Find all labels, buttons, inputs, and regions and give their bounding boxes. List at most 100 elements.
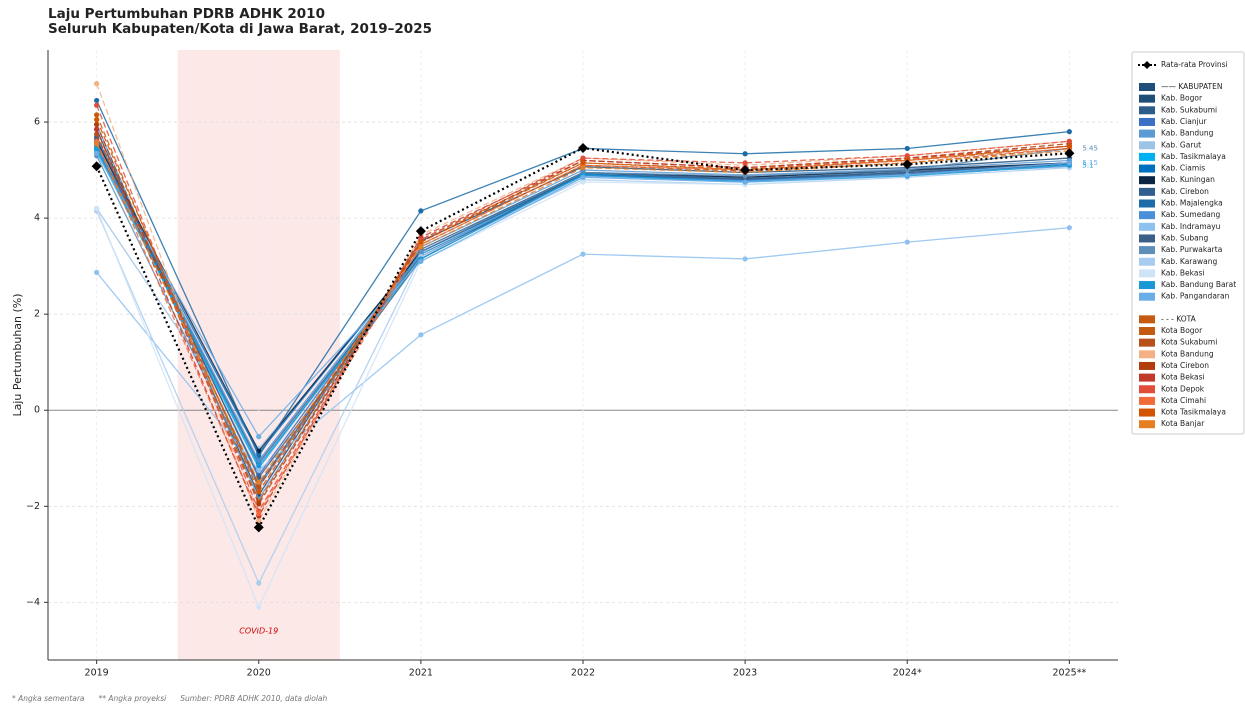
legend-label: Kab. Ciamis xyxy=(1161,164,1205,173)
x-tick-label: 2020 xyxy=(247,668,271,679)
legend-label: Kab. Garut xyxy=(1161,140,1201,149)
point xyxy=(904,172,910,178)
point xyxy=(91,161,102,172)
point xyxy=(256,489,262,495)
legend-label: Kota Cimahi xyxy=(1161,396,1206,405)
legend-label: Kota Bandung xyxy=(1161,349,1214,358)
point xyxy=(94,81,100,87)
y-tick-label: 6 xyxy=(34,117,40,128)
legend-swatch xyxy=(1139,420,1155,429)
legend-label: Kota Cirebon xyxy=(1161,361,1209,370)
point xyxy=(904,145,910,152)
legend-swatch xyxy=(1139,152,1155,161)
value-label: 5.1 xyxy=(1082,161,1093,169)
point xyxy=(580,179,586,185)
legend-label: Kota Tasikmalaya xyxy=(1161,408,1226,417)
point xyxy=(256,484,262,490)
point xyxy=(94,126,100,132)
legend-swatch xyxy=(1139,106,1155,115)
point xyxy=(580,174,586,180)
legend-swatch xyxy=(1139,211,1155,220)
legend-swatch xyxy=(1139,176,1155,185)
footnote: ** Angka proyeksi xyxy=(99,694,168,703)
y-axis-label: Laju Pertumbuhan (%) xyxy=(11,293,24,416)
legend-label: Kab. Indramayu xyxy=(1161,222,1221,231)
point xyxy=(742,256,748,262)
point xyxy=(902,159,913,170)
legend-label: Rata-rata Provinsi xyxy=(1161,60,1228,69)
legend-swatch xyxy=(1139,385,1155,394)
legend-label: Kab. Bandung xyxy=(1161,129,1214,138)
point xyxy=(256,580,262,586)
point xyxy=(1064,148,1075,159)
legend-label: Kota Sukabumi xyxy=(1161,338,1217,347)
y-tick-label: −2 xyxy=(26,501,40,512)
point xyxy=(1066,160,1072,166)
chart-title: Laju Pertumbuhan PDRB ADHK 2010 xyxy=(48,6,325,22)
point xyxy=(418,239,424,245)
legend-swatch xyxy=(1139,246,1155,255)
point xyxy=(1066,129,1072,135)
legend-swatch xyxy=(1139,408,1155,417)
y-tick-label: 0 xyxy=(34,405,40,416)
point xyxy=(94,205,100,212)
point xyxy=(256,434,262,440)
legend-swatch xyxy=(1139,117,1155,126)
legend-label: Kab. Purwakarta xyxy=(1161,245,1222,254)
legend-label: Kota Banjar xyxy=(1161,419,1205,428)
legend-label: Kab. Bekasi xyxy=(1161,268,1204,277)
point xyxy=(742,151,748,157)
x-tick-label: 2022 xyxy=(571,668,595,679)
y-tick-label: 2 xyxy=(34,309,40,320)
x-tick-label: 2025** xyxy=(1053,668,1087,679)
point xyxy=(256,604,262,610)
y-tick-label: −4 xyxy=(26,597,40,608)
point xyxy=(253,522,264,533)
legend-label: Kota Bekasi xyxy=(1161,373,1205,382)
point xyxy=(418,244,424,250)
series xyxy=(91,142,1075,533)
legend-label: Kab. Pangandaran xyxy=(1161,292,1230,301)
chart-subtitle: Seluruh Kabupaten/Kota di Jawa Barat, 20… xyxy=(48,21,432,37)
value-label: 5.45 xyxy=(1082,144,1098,152)
legend-label: Kab. Bandung Barat xyxy=(1161,280,1236,289)
point xyxy=(1066,138,1072,144)
legend-swatch xyxy=(1139,373,1155,382)
point xyxy=(94,150,100,156)
point xyxy=(94,269,100,275)
legend-header: —— KABUPATEN xyxy=(1161,82,1222,91)
legend-label: Kab. Sukabumi xyxy=(1161,105,1217,114)
legend-swatch xyxy=(1139,327,1155,335)
point xyxy=(904,167,910,173)
legend-swatch xyxy=(1139,164,1155,173)
point xyxy=(904,153,910,159)
value-label: 5.15 xyxy=(1082,159,1098,167)
legend-swatch xyxy=(1139,269,1155,278)
footnote: Sumber: PDRB ADHK 2010, data diolah xyxy=(180,694,327,703)
point xyxy=(580,251,586,257)
point xyxy=(578,142,588,153)
legend-marker xyxy=(1143,61,1151,69)
legend-swatch xyxy=(1139,396,1155,405)
legend-label: Kab. Bogor xyxy=(1161,94,1203,103)
point xyxy=(580,160,586,166)
legend-swatch xyxy=(1139,129,1155,138)
legend-label: Kab. Sumedang xyxy=(1161,210,1220,219)
point xyxy=(742,160,748,166)
legend-swatch xyxy=(1139,350,1155,359)
legend-swatch xyxy=(1139,94,1155,103)
series xyxy=(94,225,1072,473)
point xyxy=(94,112,100,118)
point xyxy=(256,501,262,507)
point xyxy=(94,102,100,108)
legend-box xyxy=(1131,51,1245,435)
legend-label: Kab. Kuningan xyxy=(1161,175,1215,184)
point xyxy=(415,226,426,237)
legend-swatch xyxy=(1139,83,1155,91)
x-tick-label: 2021 xyxy=(409,668,433,679)
point xyxy=(94,117,100,123)
legend-label: Kab. Subang xyxy=(1161,233,1209,242)
point xyxy=(256,462,262,469)
point xyxy=(418,332,424,338)
